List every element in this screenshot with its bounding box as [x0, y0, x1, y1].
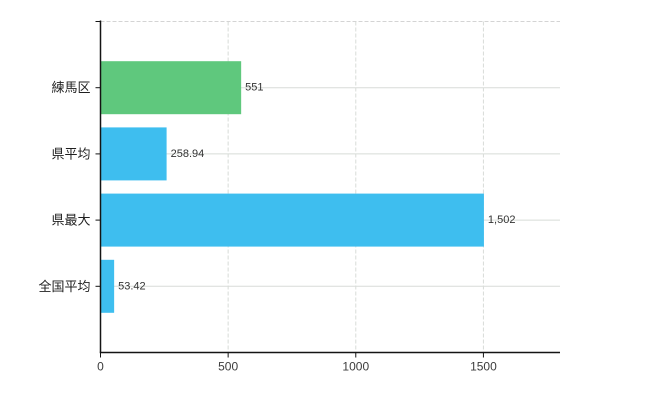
x-tick-label: 0	[97, 359, 104, 373]
category-label: 練馬区	[51, 80, 90, 95]
bar	[100, 61, 242, 115]
bar	[100, 193, 484, 247]
value-label: 551	[245, 82, 263, 94]
value-label: 1,502	[488, 214, 516, 226]
value-label: 53.42	[118, 280, 146, 292]
value-label: 258.94	[171, 148, 205, 160]
category-label: 全国平均	[38, 279, 90, 294]
category-label: 県最大	[51, 213, 90, 228]
x-tick-label: 1000	[342, 359, 369, 373]
bar	[100, 259, 115, 313]
bar	[100, 127, 167, 181]
x-tick-label: 1500	[470, 359, 497, 373]
category-label: 県平均	[51, 146, 90, 161]
x-tick-label: 500	[218, 359, 238, 373]
